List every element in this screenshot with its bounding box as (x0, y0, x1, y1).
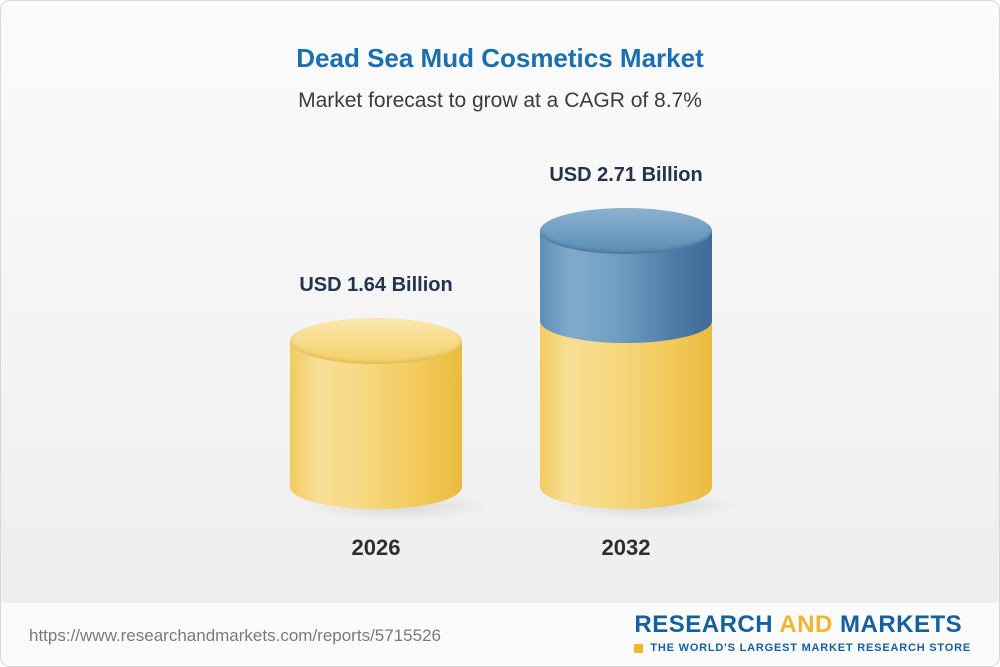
bar-group-2026: USD 1.64 Billion 2026 (266, 273, 489, 561)
cylinder-top-2026 (290, 318, 462, 364)
logo-tagline: THE WORLD'S LARGEST MARKET RESEARCH STOR… (634, 642, 971, 654)
cylinder-body-2026 (290, 341, 462, 509)
footer-bar: https://www.researchandmarkets.com/repor… (1, 602, 999, 666)
year-label-2026: 2026 (351, 535, 401, 560)
cylinder-2026 (290, 318, 489, 519)
cylinder-top-2032 (540, 208, 712, 254)
logo-word-research: RESEARCH (634, 611, 774, 638)
page-subtitle: Market forecast to grow at a CAGR of 8.7… (298, 89, 702, 112)
logo-wordmark: RESEARCH AND MARKETS (634, 611, 971, 639)
value-label-2032: USD 2.71 Billion (549, 164, 703, 186)
year-label-2032: 2032 (601, 535, 651, 560)
cylinder-base-segment-2032 (540, 321, 712, 509)
bar-group-2032: USD 2.71 Billion 2032 (516, 163, 739, 561)
logo-word-markets: MARKETS (840, 611, 963, 638)
logo-square-icon (634, 643, 644, 653)
logo-word-and: AND (779, 611, 833, 638)
value-label-2026: USD 1.64 Billion (299, 274, 453, 296)
logo-tagline-text: THE WORLD'S LARGEST MARKET RESEARCH STOR… (650, 642, 971, 654)
cylinder-2032 (540, 208, 739, 519)
page-title: Dead Sea Mud Cosmetics Market (296, 43, 704, 73)
research-and-markets-logo: RESEARCH AND MARKETS THE WORLD'S LARGEST… (634, 611, 971, 654)
report-url: https://www.researchandmarkets.com/repor… (29, 626, 441, 645)
